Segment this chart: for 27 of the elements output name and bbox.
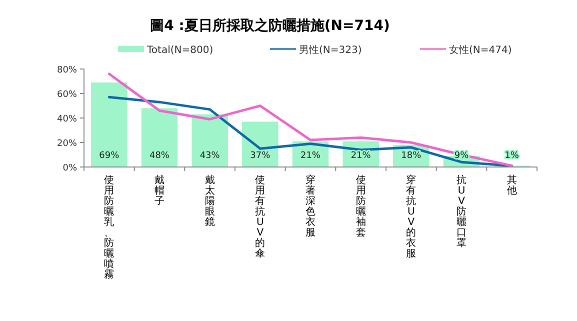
x-tick-label: 其他 [506,174,517,196]
x-tick-label: 穿著深色衣服 [306,174,316,238]
data-label: 69% [99,151,120,161]
x-tick-label: 使用有抗UV的傘 [255,175,266,260]
data-label: 43% [200,151,220,161]
data-label: 48% [149,151,170,161]
y-tick-label: 80% [56,66,78,76]
category-label: 使用防曬乳、防曬噴霧 [104,175,114,280]
x-tick-label: 穿有抗UV的衣服 [406,174,416,260]
data-label: 37% [250,151,271,161]
data-label: 18% [401,151,422,161]
y-tick-label: 40% [56,114,78,124]
data-label: 21% [300,151,321,161]
y-tick-label: 60% [56,90,78,100]
x-tick-label: 抗UV防曬口罩 [456,174,466,249]
y-tick-label: 0% [62,164,78,174]
data-label: 21% [350,151,372,161]
x-tick-label: 使用防曬袖套 [356,175,366,238]
legend-label: 男性(N=323) [299,44,362,56]
data-label: 1% [504,151,520,161]
legend-label: 女性(N=474) [449,44,512,56]
x-tick-label: 戴太陽眼鏡 [204,174,215,228]
x-tick-label: 戴帽子 [154,174,164,207]
y-tick-label: 20% [56,139,78,149]
bar [91,82,128,167]
chart-title: 圖4 :夏日所採取之防曬措施(N=714) [150,17,390,34]
legend-label: Total(N=800) [146,45,214,56]
